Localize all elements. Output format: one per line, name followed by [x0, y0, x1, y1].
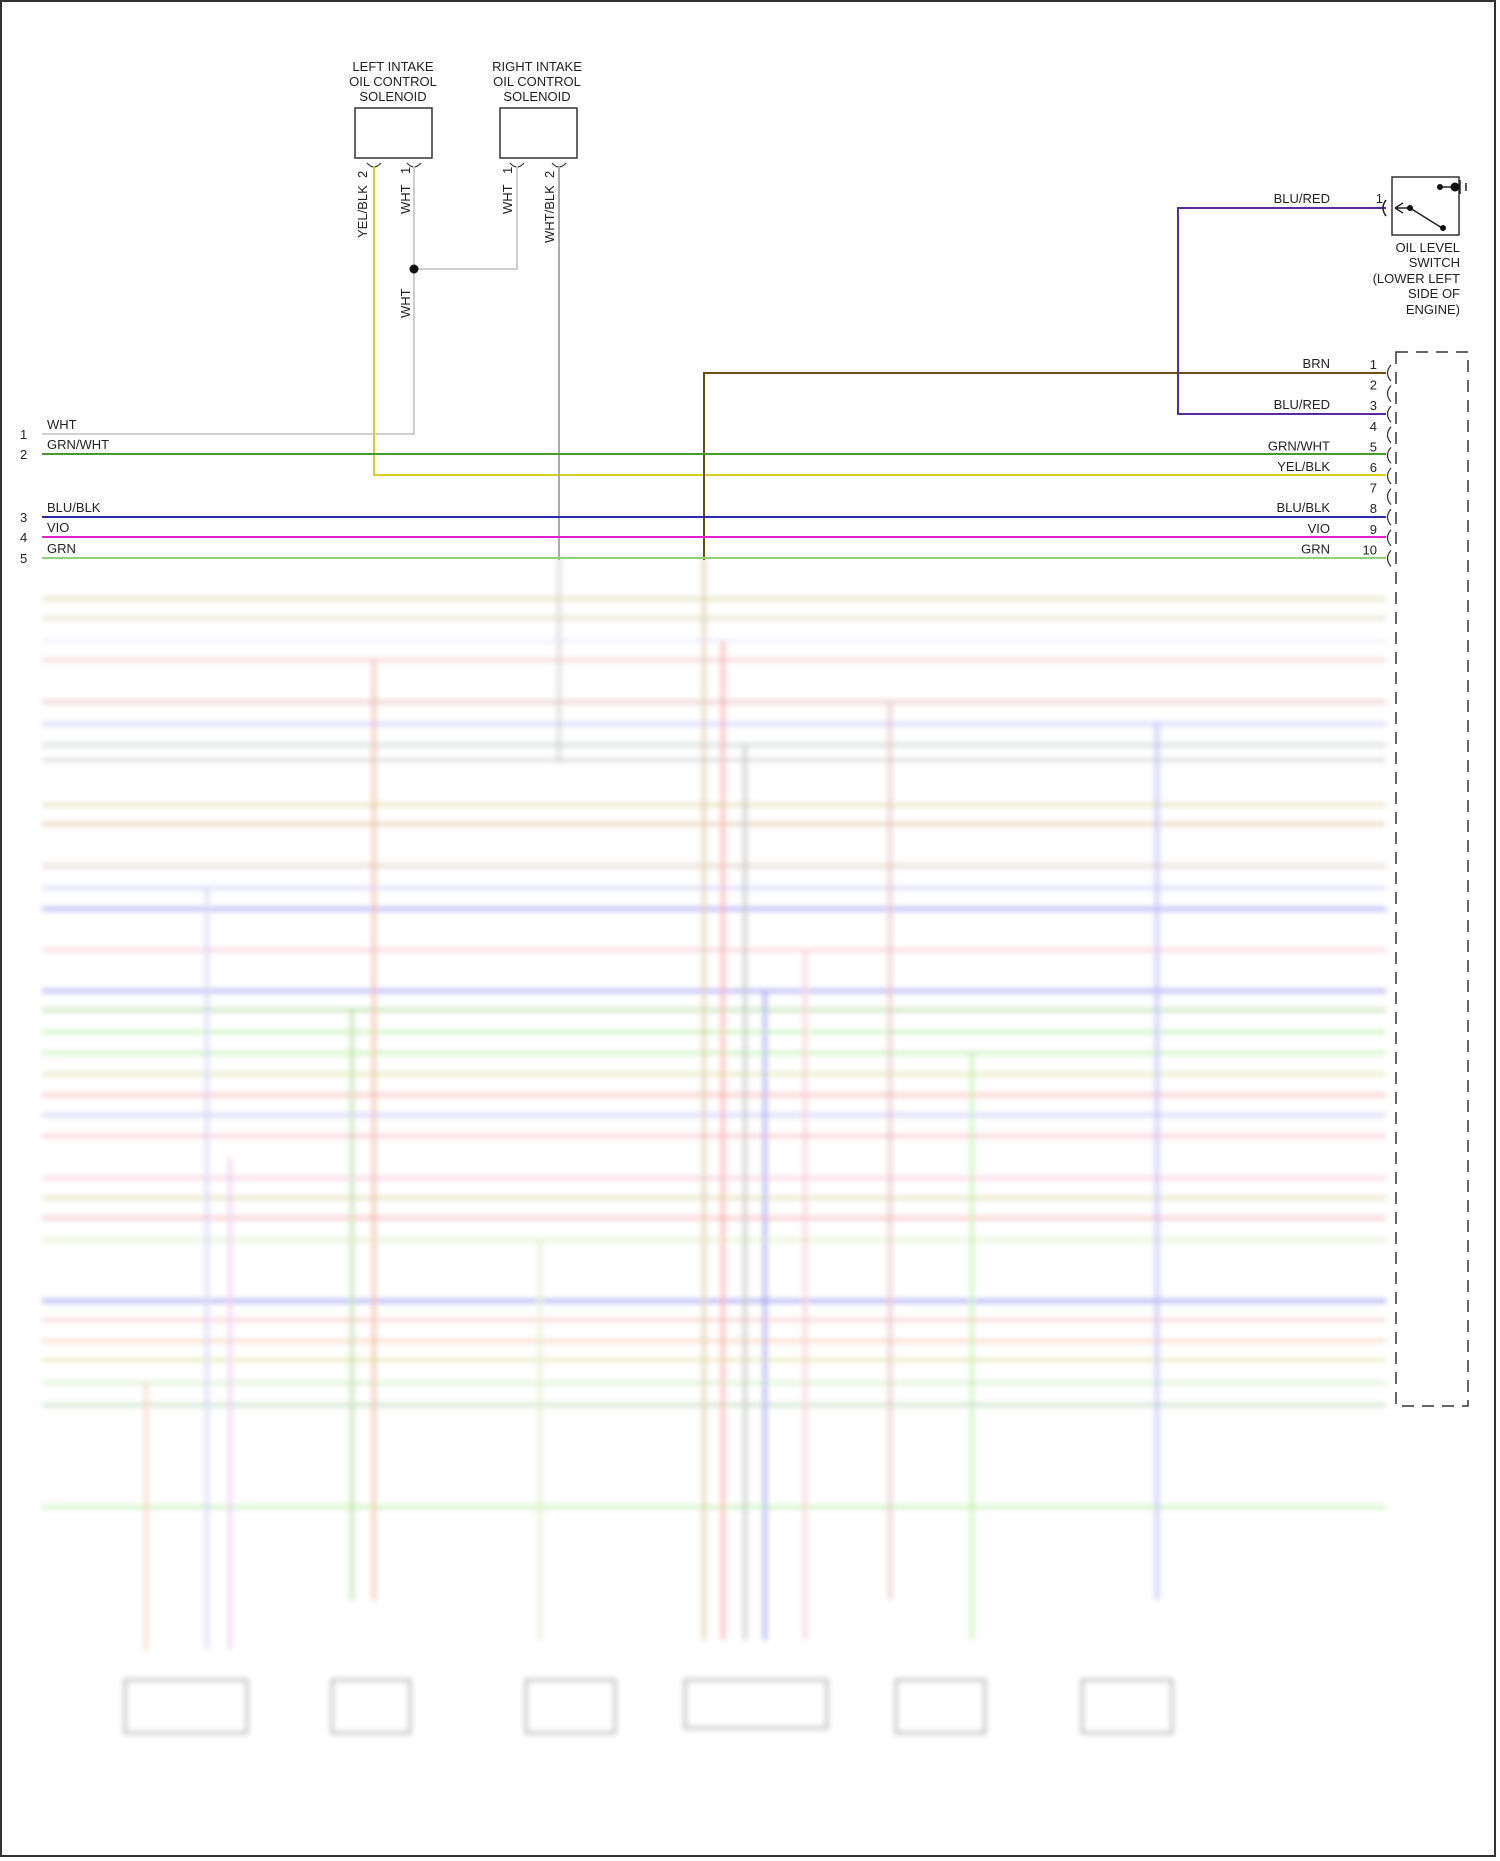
blurred-component [525, 1679, 616, 1734]
left-solenoid-box [354, 107, 433, 159]
left-wire-label: GRN [47, 541, 76, 556]
right-wire-label: GRN/WHT [1268, 438, 1330, 453]
left-pin-number: 2 [20, 447, 27, 462]
oil-level-switch-box [1391, 176, 1460, 236]
right-wire-label: BRN [1303, 356, 1330, 371]
wire-brn[interactable] [703, 372, 1386, 560]
connector-terminal [1386, 405, 1392, 423]
switch-label-3: (LOWER LEFT [1373, 271, 1460, 286]
right-pin-number: 9 [1370, 522, 1377, 537]
connector-terminal [1386, 508, 1392, 526]
right-wire-label: BLU/RED [1274, 397, 1330, 412]
blurred-component [1081, 1679, 1173, 1734]
switch-contact [1407, 205, 1413, 211]
solenoid-pin-terminals [366, 162, 567, 168]
left-solenoid-label-2: OIL CONTROL [349, 74, 437, 89]
right-pin-number: 3 [1370, 398, 1377, 413]
left-wire-label: GRN/WHT [47, 437, 109, 452]
ground-icon [1450, 182, 1460, 192]
switch-label-4: SIDE OF [1408, 286, 1460, 301]
switch-label-5: ENGINE) [1406, 302, 1460, 317]
right-pin-number: 8 [1370, 501, 1377, 516]
switch-wire-label: BLU/RED [1274, 191, 1330, 206]
switch-label-1: OIL LEVEL [1395, 240, 1460, 255]
right-intake-oil-control-solenoid[interactable]: RIGHT INTAKE OIL CONTROL SOLENOID [492, 59, 582, 159]
right-solenoid-box [499, 107, 578, 159]
left-wire-label: VIO [47, 520, 69, 535]
right-wire-label: YEL/BLK [1277, 459, 1330, 474]
wire-wht-right[interactable] [414, 166, 518, 270]
right-pin-number: 1 [1370, 357, 1377, 372]
switch-contact [1440, 225, 1446, 231]
right-wire-label: VIO [1308, 521, 1330, 536]
connector-terminal [1386, 550, 1392, 567]
right-pin-number: 6 [1370, 460, 1377, 475]
right-solenoid-pin1-num: 1 [500, 167, 515, 174]
splice-junction [409, 264, 419, 274]
right-wire-label: GRN [1301, 541, 1330, 556]
switch-contact [1437, 184, 1443, 190]
left-solenoid-label-1: LEFT INTAKE [352, 59, 433, 74]
right-pin-number: 2 [1370, 378, 1377, 393]
right-pin-number: 4 [1370, 419, 1377, 434]
splice-wire-label: WHT [398, 288, 413, 318]
left-pin-number: 1 [20, 427, 27, 442]
right-pin-number: 7 [1370, 481, 1377, 496]
left-wire-label: WHT [47, 417, 77, 432]
left-solenoid-label-3: SOLENOID [359, 89, 426, 104]
blurred-component [684, 1679, 828, 1729]
engine-control-module-outline [1395, 351, 1469, 1407]
left-intake-oil-control-solenoid[interactable]: LEFT INTAKE OIL CONTROL SOLENOID [349, 59, 437, 159]
blurred-component [895, 1679, 986, 1734]
right-solenoid-pin2-wire: WHT/BLK [542, 185, 557, 243]
wire-blu-red[interactable] [1177, 207, 1386, 415]
connector-terminal [1386, 426, 1392, 444]
right-solenoid-label-2: OIL CONTROL [493, 74, 581, 89]
switch-label-2: SWITCH [1409, 255, 1460, 270]
left-pin-number: 3 [20, 510, 27, 525]
connector-terminal [1386, 385, 1392, 402]
connector-terminal [1386, 529, 1392, 547]
wire-wht[interactable] [42, 166, 415, 435]
left-solenoid-pin2-wire: YEL/BLK [355, 185, 370, 238]
left-solenoid-pin1-wire: WHT [398, 184, 413, 214]
wires [42, 166, 1386, 560]
connector-terminal [1386, 488, 1392, 505]
right-solenoid-label-1: RIGHT INTAKE [492, 59, 582, 74]
oil-level-switch[interactable]: BLU/RED 1 OIL LEVEL SWITCH (LOWER LEFT S… [1274, 176, 1467, 317]
wire-yel-blk[interactable] [373, 166, 1386, 476]
connector-terminal [1386, 364, 1392, 382]
connector-terminal [1386, 467, 1392, 485]
left-pin-number: 4 [20, 530, 27, 545]
right-pin-number: 10 [1363, 542, 1377, 557]
blurred-lower-diagram [42, 558, 1386, 1734]
switch-pin-num: 1 [1376, 191, 1383, 206]
blurred-component [124, 1679, 248, 1734]
left-wire-label: BLU/BLK [47, 500, 101, 515]
blurred-component [331, 1679, 411, 1734]
left-solenoid-pin2-num: 2 [355, 171, 370, 178]
right-wire-label: BLU/BLK [1277, 500, 1331, 515]
left-pin-number: 5 [20, 551, 27, 566]
right-solenoid-pin1-wire: WHT [500, 184, 515, 214]
left-solenoid-pin1-num: 1 [398, 167, 413, 174]
connector-terminal [1386, 447, 1392, 464]
right-connector: 1 BRN 2 3 BLU/RED 4 5 GRN/WHT 6 YEL/BLK 7 8 BLU/BLK 9… [1268, 356, 1392, 567]
right-solenoid-pin2-num: 2 [542, 171, 557, 178]
right-solenoid-label-3: SOLENOID [503, 89, 570, 104]
right-pin-number: 5 [1370, 439, 1377, 454]
left-connector: 1 WHT 2 GRN/WHT 3 BLU/BLK 4 VIO 5 GRN [20, 417, 109, 566]
